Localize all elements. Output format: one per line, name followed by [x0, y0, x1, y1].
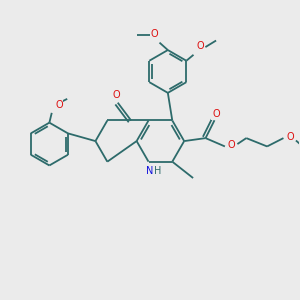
Text: N: N — [146, 166, 154, 176]
Text: O: O — [196, 41, 204, 52]
Text: O: O — [151, 29, 158, 39]
Text: O: O — [212, 109, 220, 119]
Text: O: O — [228, 140, 235, 150]
Text: O: O — [286, 132, 294, 142]
Text: O: O — [112, 90, 120, 100]
Text: O: O — [55, 100, 63, 110]
Text: H: H — [154, 166, 162, 176]
